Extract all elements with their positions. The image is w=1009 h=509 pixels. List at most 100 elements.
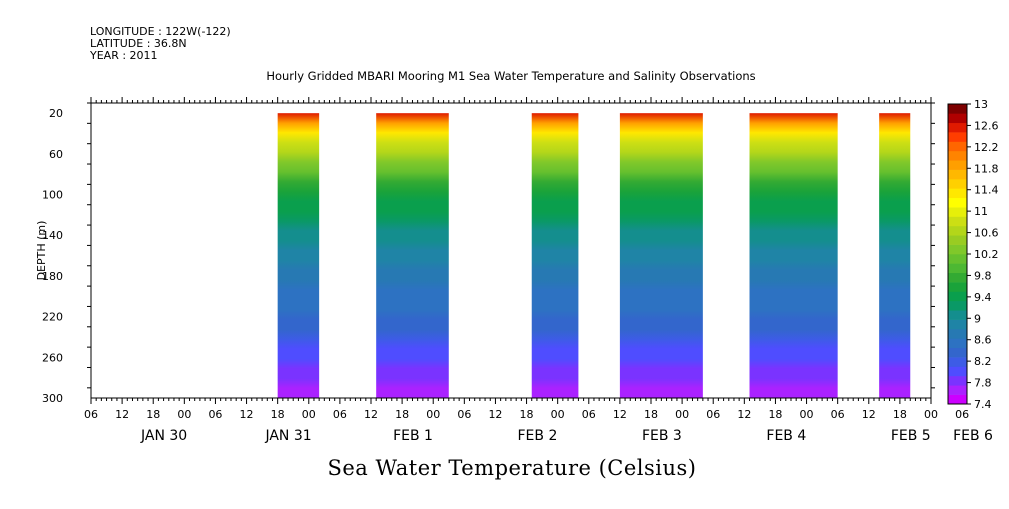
colorbar-band <box>948 291 967 302</box>
x-tick-label: 00 <box>426 408 440 421</box>
y-tick-label: 100 <box>42 189 63 202</box>
x-tick-label: 18 <box>893 408 907 421</box>
x-day-label: FEB 1 <box>393 428 433 444</box>
x-day-label: FEB 3 <box>642 428 682 444</box>
x-tick-label: 12 <box>364 408 378 421</box>
colorbar-band <box>948 150 967 161</box>
x-axis-label: Sea Water Temperature (Celsius) <box>327 456 696 480</box>
colorbar-label: 12.6 <box>974 119 999 132</box>
colorbar-band <box>948 254 967 264</box>
colorbar-label: 11.8 <box>974 162 999 175</box>
metadata-line: YEAR : 2011 <box>89 49 158 62</box>
colorbar-band <box>948 310 967 320</box>
colorbar-label: 7.4 <box>974 398 992 411</box>
x-tick-label: 00 <box>675 408 689 421</box>
colorbar-band <box>948 319 967 330</box>
y-tick-label: 300 <box>42 392 63 405</box>
y-tick-label: 220 <box>42 311 63 324</box>
x-day-label: JAN 30 <box>140 428 187 444</box>
colorbar-label: 13 <box>974 98 988 111</box>
plot-area <box>277 113 911 398</box>
colorbar-band <box>948 394 967 405</box>
colorbar-label: 7.8 <box>974 377 992 390</box>
y-axis-label: DEPTH (m) <box>35 221 48 281</box>
colorbar-band <box>948 235 967 245</box>
colorbar-band <box>948 188 967 199</box>
colorbar-label: 9.8 <box>974 269 992 282</box>
x-tick-label: 12 <box>613 408 627 421</box>
colorbar-band <box>948 366 967 377</box>
x-tick-label: 00 <box>302 408 316 421</box>
x-tick-label: 18 <box>146 408 160 421</box>
x-tick-label: 12 <box>115 408 129 421</box>
colorbar-label: 12.2 <box>974 141 999 154</box>
colorbar-band <box>948 263 967 274</box>
colorbar-band <box>948 169 967 180</box>
colorbar-band <box>948 104 967 114</box>
colorbar-band <box>948 385 967 395</box>
y-tick-label: 60 <box>49 148 63 161</box>
y-tick-label: 180 <box>42 270 63 283</box>
x-tick-label: 12 <box>240 408 254 421</box>
x-day-label: JAN 31 <box>264 428 311 444</box>
colorbar: 13 12.6 12.2 11.8 11.4 11 10.6 10.2 9.8 9.4 9 8.6 8.… <box>947 98 999 411</box>
colorbar-label: 11.4 <box>974 184 999 197</box>
y-tick-label: 20 <box>49 107 63 120</box>
x-day-label: FEB 5 <box>891 428 931 444</box>
colorbar-band <box>948 160 967 170</box>
colorbar-label: 11 <box>974 205 988 218</box>
x-tick-label: 06 <box>208 408 222 421</box>
x-tick-label: 00 <box>800 408 814 421</box>
data-segment-2 <box>376 113 449 398</box>
x-tick-label: 18 <box>644 408 658 421</box>
colorbar-band <box>948 300 967 311</box>
x-tick-label: 18 <box>768 408 782 421</box>
x-day-label: FEB 4 <box>766 428 806 444</box>
x-tick-label: 06 <box>582 408 596 421</box>
colorbar-band <box>948 122 967 133</box>
colorbar-band <box>948 244 967 255</box>
metadata-block: LONGITUDE : 122W(-122)LATITUDE : 36.8NYE… <box>89 25 231 62</box>
x-tick-label: 18 <box>271 408 285 421</box>
x-tick-label: 00 <box>924 408 938 421</box>
y-tick-label: 260 <box>42 351 63 364</box>
colorbar-band <box>948 207 967 217</box>
x-day-label: FEB 6 <box>953 428 993 444</box>
data-segment-5 <box>749 113 838 398</box>
y-tick-label: 140 <box>42 229 63 242</box>
colorbar-label: 9 <box>974 312 981 325</box>
colorbar-band <box>948 225 967 236</box>
x-tick-label: 06 <box>333 408 347 421</box>
colorbar-label: 9.4 <box>974 291 992 304</box>
metadata-line: LONGITUDE : 122W(-122) <box>90 25 231 38</box>
chart-title: Hourly Gridded MBARI Mooring M1 Sea Wate… <box>266 69 755 83</box>
colorbar-band <box>948 375 967 386</box>
x-tick-label: 00 <box>177 408 191 421</box>
x-day-label: FEB 2 <box>518 428 558 444</box>
x-tick-label: 06 <box>955 408 969 421</box>
x-tick-label: 18 <box>520 408 534 421</box>
metadata-line: LATITUDE : 36.8N <box>90 37 187 50</box>
colorbar-band <box>948 347 967 358</box>
x-tick-label: 12 <box>488 408 502 421</box>
x-tick-label: 00 <box>551 408 565 421</box>
colorbar-band <box>948 141 967 152</box>
colorbar-band <box>948 113 967 124</box>
x-tick-label: 06 <box>831 408 845 421</box>
axes: 06 12 18 00 06 12 18 00 06 12 18 00 06 12 18 00 06 12 18 00… <box>42 97 993 444</box>
x-tick-label: 12 <box>862 408 876 421</box>
data-segment-6 <box>879 113 911 398</box>
colorbar-band <box>948 338 967 349</box>
colorbar-band <box>948 329 967 339</box>
data-segment-1 <box>277 113 320 398</box>
colorbar-label: 10.6 <box>974 227 999 240</box>
colorbar-band <box>948 282 967 292</box>
colorbar-label: 8.2 <box>974 355 992 368</box>
colorbar-band <box>948 357 967 367</box>
x-tick-label: 06 <box>84 408 98 421</box>
colorbar-band <box>948 132 967 142</box>
data-segment-3 <box>531 113 579 398</box>
colorbar-label: 8.6 <box>974 334 992 347</box>
